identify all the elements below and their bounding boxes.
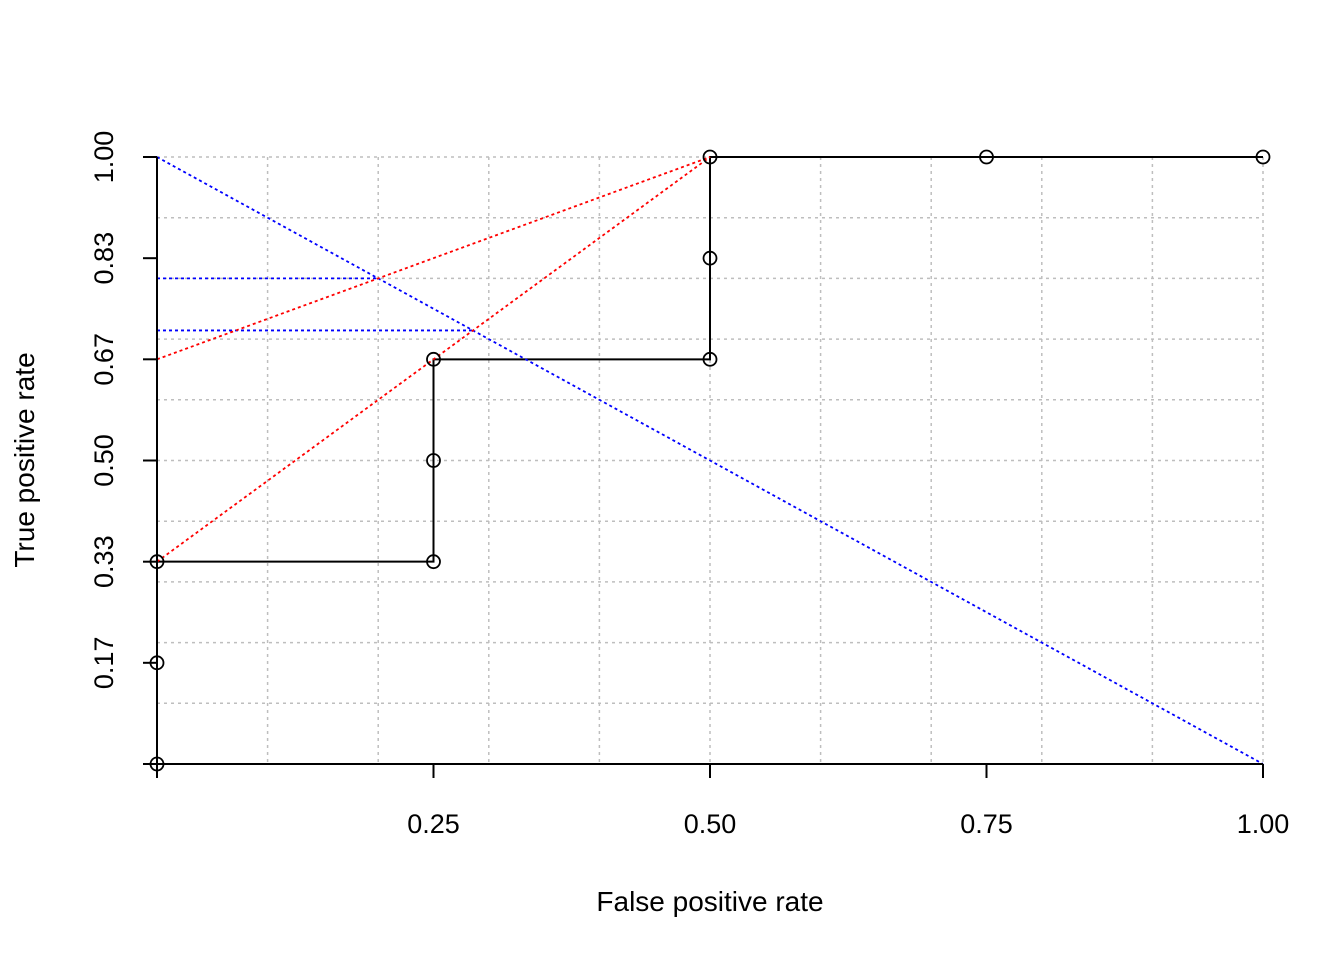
data-point-3 bbox=[426, 554, 441, 570]
data-point-6 bbox=[702, 351, 718, 367]
series-line-1 bbox=[156, 156, 1264, 765]
y-tick-label-2: 0.50 bbox=[89, 434, 119, 487]
data-point-4 bbox=[426, 453, 441, 468]
axes bbox=[143, 156, 1264, 778]
y-axis-title: True positive rate bbox=[9, 352, 40, 567]
data-point-7 bbox=[702, 250, 718, 266]
series-line-5 bbox=[156, 156, 711, 563]
x-tick-label-2: 0.75 bbox=[960, 809, 1013, 839]
y-tick-label-1: 0.33 bbox=[89, 535, 119, 588]
data-point-10 bbox=[1255, 149, 1271, 165]
y-tick-label-0: 0.17 bbox=[89, 637, 119, 690]
x-tick-label-0: 0.25 bbox=[407, 809, 460, 839]
data-point-5 bbox=[426, 351, 441, 367]
data-point-8 bbox=[702, 149, 718, 165]
x-tick-label-1: 0.50 bbox=[684, 809, 737, 839]
x-axis-title: False positive rate bbox=[596, 886, 823, 917]
y-tick-label-3: 0.67 bbox=[89, 333, 119, 386]
y-tick-label-4: 0.83 bbox=[89, 232, 119, 285]
series-line-4 bbox=[156, 156, 711, 361]
x-tick-label-3: 1.00 bbox=[1237, 809, 1290, 839]
data-point-9 bbox=[979, 149, 994, 165]
y-tick-label-5: 1.00 bbox=[89, 131, 119, 184]
